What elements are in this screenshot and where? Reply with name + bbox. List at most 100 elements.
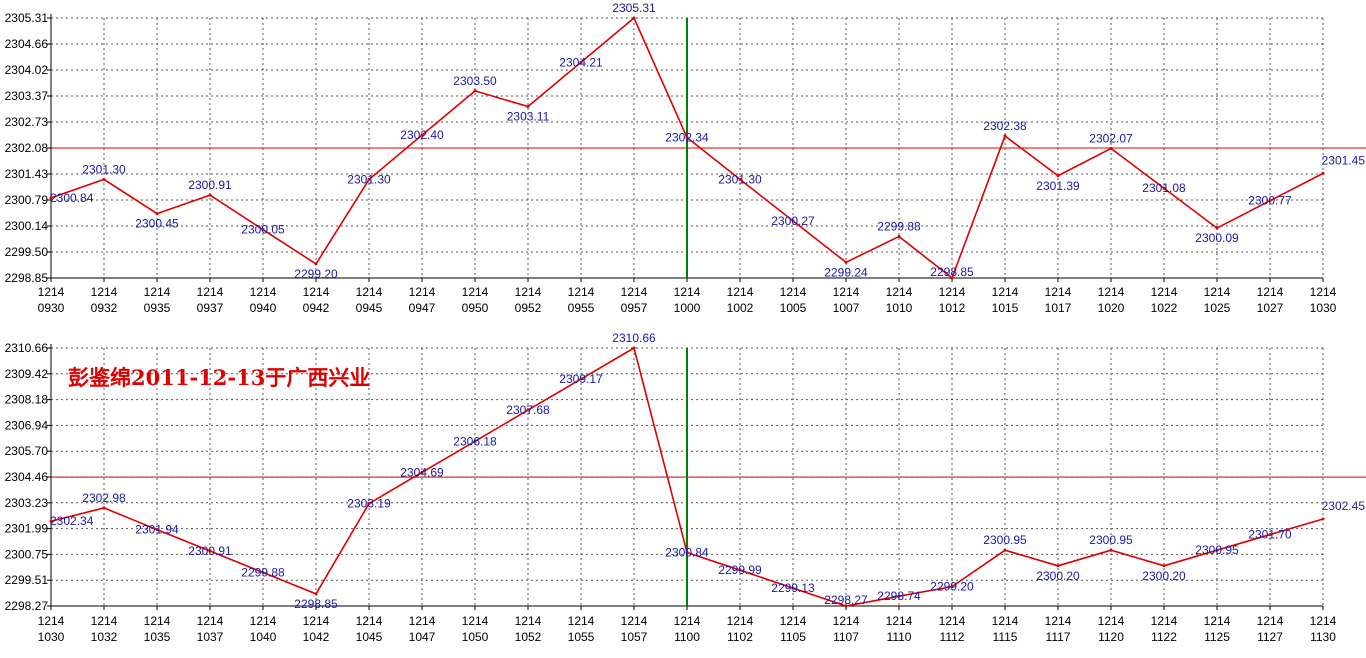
data-label: 2298.27: [824, 593, 868, 607]
x-tick-label: 1214: [833, 285, 860, 299]
x-tick-label: 1020: [1098, 301, 1125, 315]
y-tick-label: 2301.99: [5, 522, 49, 536]
data-point: [367, 502, 371, 506]
data-point: [791, 586, 795, 590]
data-label: 2299.99: [718, 563, 762, 577]
x-tick-label: 1010: [886, 301, 913, 315]
data-point: [1003, 548, 1007, 552]
series-segment: [262, 229, 317, 265]
y-tick-label: 2304.46: [5, 470, 49, 484]
x-tick-label: 0930: [38, 301, 65, 315]
data-label: 2303.11: [507, 110, 550, 124]
x-tick-label: 1025: [1204, 301, 1231, 315]
data-label: 2301.70: [1248, 528, 1292, 542]
series-segment: [739, 178, 794, 222]
series-segment: [951, 135, 1006, 279]
x-tick-label: 1052: [515, 630, 542, 644]
data-point: [897, 235, 901, 239]
x-tick-label: 1037: [197, 630, 224, 644]
x-tick-label: 1214: [515, 285, 542, 299]
x-tick-label: 1214: [197, 285, 224, 299]
series-segment: [368, 471, 423, 505]
series-segment: [951, 549, 1006, 588]
data-point: [261, 228, 265, 232]
x-tick-label: 1214: [144, 614, 171, 628]
data-point: [526, 408, 530, 412]
x-tick-label: 0952: [515, 301, 542, 315]
y-tick-label: 2300.79: [5, 193, 49, 207]
series-segment: [262, 571, 317, 595]
x-tick-label: 1112: [940, 630, 965, 644]
x-tick-label: 1214: [780, 285, 807, 299]
data-point: [632, 346, 636, 350]
series-segment: [1216, 200, 1271, 229]
series-segment: [845, 595, 900, 607]
series-segment: [898, 235, 953, 279]
chart-panel-1: 1214 0930 1214 0932 1214 0935 1214 0937 1214 0940…: [5, 1, 1366, 315]
x-tick-label: 1214: [727, 285, 754, 299]
x-tick-label: 1214: [1151, 285, 1178, 299]
series-segment: [686, 136, 741, 181]
data-point: [1109, 146, 1113, 150]
data-label: 2299.88: [241, 565, 285, 579]
x-tick-label: 0935: [144, 301, 171, 315]
data-label: 2300.84: [50, 191, 94, 205]
data-label: 2298.85: [294, 597, 338, 611]
data-label: 2301.30: [82, 162, 126, 176]
y-tick-label: 2309.42: [5, 367, 49, 381]
y-tick-label: 2300.14: [5, 219, 49, 233]
data-label: 2298.85: [930, 265, 974, 279]
data-label: 2300.91: [188, 178, 232, 192]
data-point: [208, 193, 212, 197]
x-tick-label: 1105: [780, 630, 806, 644]
data-point: [1056, 564, 1060, 568]
x-tick-label: 0947: [409, 301, 436, 315]
data-point: [685, 550, 689, 554]
x-tick-label: 1050: [462, 630, 489, 644]
x-tick-label: 1012: [939, 301, 966, 315]
series-segment: [474, 90, 529, 108]
x-tick-label: 1214: [886, 285, 913, 299]
x-tick-label: 1214: [568, 285, 595, 299]
series-segment: [315, 503, 370, 595]
x-tick-label: 0945: [356, 301, 383, 315]
data-label: 2302.45: [1322, 499, 1366, 513]
y-tick-label: 2301.43: [5, 167, 49, 181]
x-tick-label: 0932: [91, 301, 118, 315]
series-segment: [315, 178, 370, 265]
series-segment: [527, 61, 582, 108]
series-segment: [209, 194, 264, 231]
y-tick-label: 2308.18: [5, 393, 49, 407]
y-tick-label: 2300.75: [5, 547, 49, 561]
series-segment: [368, 134, 423, 181]
data-label: 2306.18: [453, 434, 497, 448]
chart-panel-2: 1214 1030 1214 1032 1214 1035 1214 1037 1214 1040…: [5, 331, 1366, 644]
series-segment: [103, 178, 158, 215]
data-label: 2305.31: [612, 1, 656, 15]
x-tick-label: 0957: [621, 301, 648, 315]
data-label: 2300.77: [1248, 194, 1292, 208]
series-segment: [156, 528, 211, 552]
data-point: [1162, 564, 1166, 568]
x-tick-label: 1125: [1204, 630, 1230, 644]
x-tick-label: 1214: [303, 614, 330, 628]
data-point: [1321, 517, 1325, 521]
data-label: 2300.20: [1036, 569, 1080, 583]
x-tick-label: 1035: [144, 630, 171, 644]
data-point: [685, 136, 689, 140]
x-tick-label: 1214: [1151, 614, 1178, 628]
data-point: [49, 519, 53, 523]
series-segment: [103, 507, 158, 531]
x-tick-label: 1214: [1257, 285, 1284, 299]
series-segment: [845, 235, 900, 264]
data-label: 2303.50: [453, 74, 497, 88]
series-segment: [1110, 549, 1165, 567]
x-tick-label: 1214: [250, 285, 277, 299]
data-label: 2301.39: [1036, 179, 1080, 193]
series-segment: [633, 347, 688, 553]
data-label: 2303.19: [347, 497, 391, 511]
data-point: [950, 276, 954, 280]
data-point: [261, 570, 265, 574]
data-point: [473, 89, 477, 93]
